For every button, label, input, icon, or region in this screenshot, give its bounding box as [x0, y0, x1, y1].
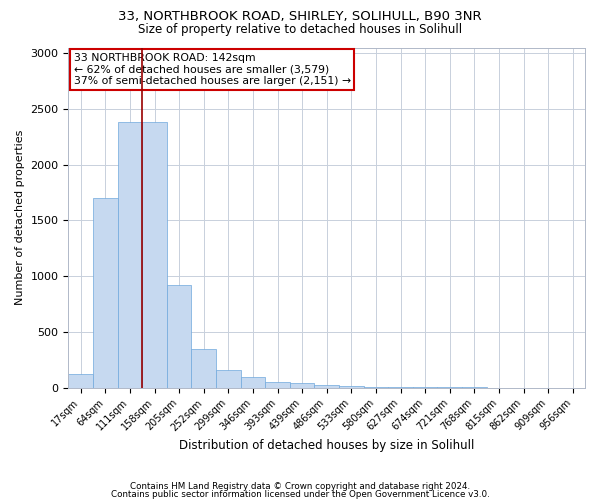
Bar: [167, 285, 191, 388]
Bar: [364, 387, 388, 388]
Text: 33, NORTHBROOK ROAD, SHIRLEY, SOLIHULL, B90 3NR: 33, NORTHBROOK ROAD, SHIRLEY, SOLIHULL, …: [118, 10, 482, 23]
Text: Contains public sector information licensed under the Open Government Licence v3: Contains public sector information licen…: [110, 490, 490, 499]
Text: Size of property relative to detached houses in Solihull: Size of property relative to detached ho…: [138, 22, 462, 36]
Bar: [290, 384, 314, 388]
Bar: [68, 374, 93, 388]
Text: 33 NORTHBROOK ROAD: 142sqm
← 62% of detached houses are smaller (3,579)
37% of s: 33 NORTHBROOK ROAD: 142sqm ← 62% of deta…: [74, 52, 350, 86]
Bar: [265, 382, 290, 388]
Bar: [142, 122, 167, 388]
Bar: [314, 386, 339, 388]
Bar: [118, 122, 142, 388]
Bar: [339, 386, 364, 388]
Bar: [216, 370, 241, 388]
X-axis label: Distribution of detached houses by size in Solihull: Distribution of detached houses by size …: [179, 440, 475, 452]
Y-axis label: Number of detached properties: Number of detached properties: [15, 130, 25, 306]
Bar: [191, 349, 216, 388]
Text: Contains HM Land Registry data © Crown copyright and database right 2024.: Contains HM Land Registry data © Crown c…: [130, 482, 470, 491]
Bar: [241, 376, 265, 388]
Bar: [388, 387, 413, 388]
Bar: [93, 198, 118, 388]
